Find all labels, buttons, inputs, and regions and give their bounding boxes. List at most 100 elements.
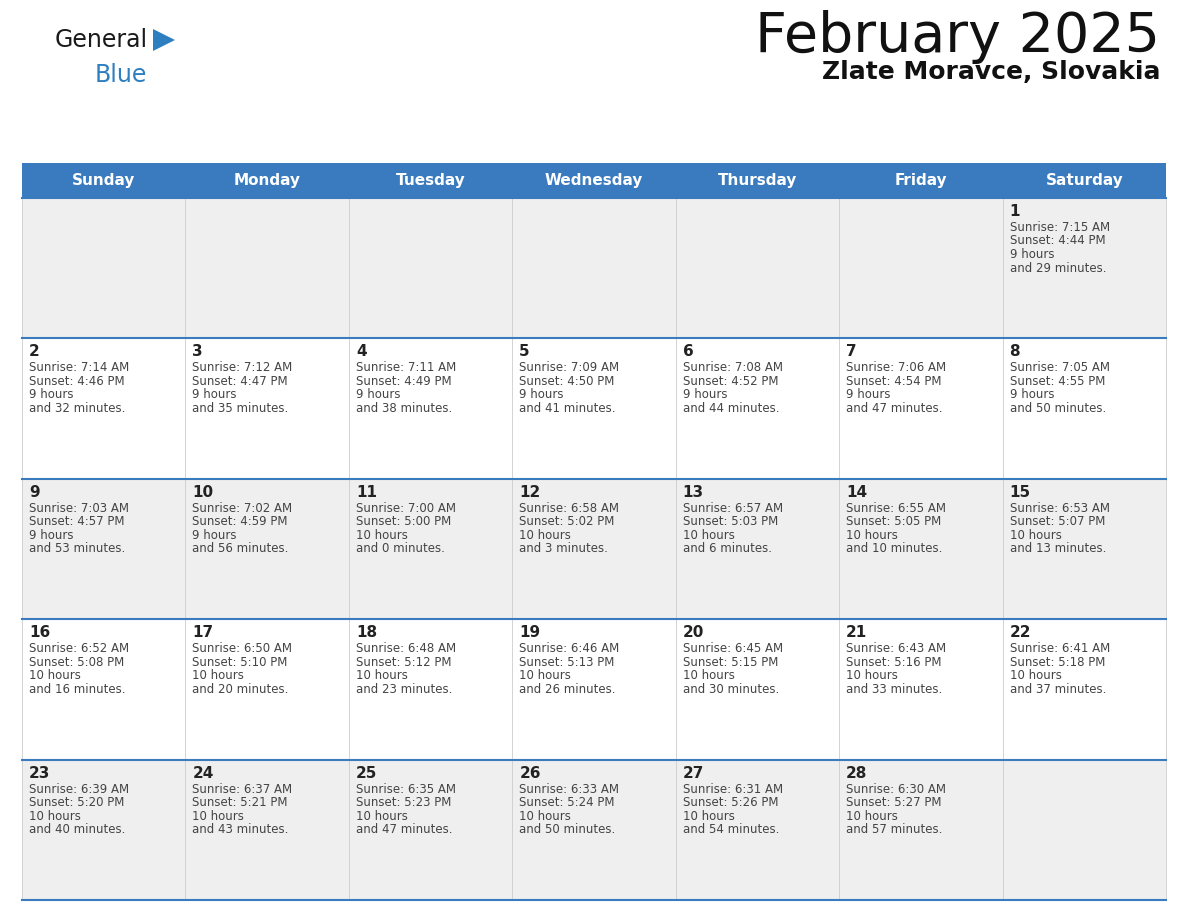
Text: and 38 minutes.: and 38 minutes. — [356, 402, 453, 415]
Text: and 33 minutes.: and 33 minutes. — [846, 683, 942, 696]
Text: Sunrise: 6:55 AM: Sunrise: 6:55 AM — [846, 502, 946, 515]
Text: and 44 minutes.: and 44 minutes. — [683, 402, 779, 415]
Text: 25: 25 — [356, 766, 378, 780]
Text: Sunset: 5:18 PM: Sunset: 5:18 PM — [1010, 655, 1105, 668]
Text: Sunset: 4:46 PM: Sunset: 4:46 PM — [29, 375, 125, 388]
Text: and 56 minutes.: and 56 minutes. — [192, 543, 289, 555]
Text: 9 hours: 9 hours — [192, 529, 236, 542]
Text: Zlate Moravce, Slovakia: Zlate Moravce, Slovakia — [821, 60, 1159, 84]
Text: 10 hours: 10 hours — [519, 529, 571, 542]
Text: Sunrise: 6:33 AM: Sunrise: 6:33 AM — [519, 783, 619, 796]
Text: 10 hours: 10 hours — [683, 529, 734, 542]
Text: and 50 minutes.: and 50 minutes. — [519, 823, 615, 836]
Text: 1: 1 — [1010, 204, 1020, 219]
Text: Sunrise: 7:08 AM: Sunrise: 7:08 AM — [683, 362, 783, 375]
Text: Sunset: 4:47 PM: Sunset: 4:47 PM — [192, 375, 287, 388]
Text: 10 hours: 10 hours — [29, 810, 81, 823]
Text: Sunrise: 6:39 AM: Sunrise: 6:39 AM — [29, 783, 129, 796]
Text: 10 hours: 10 hours — [356, 529, 407, 542]
Text: Saturday: Saturday — [1045, 173, 1123, 188]
Bar — [23, 479, 1165, 620]
Text: and 47 minutes.: and 47 minutes. — [846, 402, 942, 415]
Text: Sunrise: 6:52 AM: Sunrise: 6:52 AM — [29, 643, 129, 655]
Text: 10 hours: 10 hours — [192, 669, 245, 682]
Text: February 2025: February 2025 — [756, 10, 1159, 64]
Text: Blue: Blue — [95, 63, 147, 87]
Text: Sunset: 5:02 PM: Sunset: 5:02 PM — [519, 515, 614, 528]
Text: and 32 minutes.: and 32 minutes. — [29, 402, 126, 415]
Text: 28: 28 — [846, 766, 867, 780]
Text: and 41 minutes.: and 41 minutes. — [519, 402, 615, 415]
Text: Sunset: 4:50 PM: Sunset: 4:50 PM — [519, 375, 614, 388]
Text: 10 hours: 10 hours — [29, 669, 81, 682]
Text: Sunset: 5:13 PM: Sunset: 5:13 PM — [519, 655, 614, 668]
Text: Sunset: 4:57 PM: Sunset: 4:57 PM — [29, 515, 125, 528]
Bar — [23, 620, 1165, 759]
Text: and 16 minutes.: and 16 minutes. — [29, 683, 126, 696]
Text: 9 hours: 9 hours — [519, 388, 564, 401]
Text: and 13 minutes.: and 13 minutes. — [1010, 543, 1106, 555]
Text: 15: 15 — [1010, 485, 1031, 499]
Text: Sunrise: 7:00 AM: Sunrise: 7:00 AM — [356, 502, 456, 515]
Text: Sunrise: 7:06 AM: Sunrise: 7:06 AM — [846, 362, 947, 375]
Text: Sunrise: 7:15 AM: Sunrise: 7:15 AM — [1010, 221, 1110, 234]
Text: Sunrise: 7:12 AM: Sunrise: 7:12 AM — [192, 362, 292, 375]
Text: 10 hours: 10 hours — [356, 669, 407, 682]
Text: 4: 4 — [356, 344, 366, 360]
Text: 12: 12 — [519, 485, 541, 499]
Text: Sunrise: 6:43 AM: Sunrise: 6:43 AM — [846, 643, 947, 655]
Text: Sunset: 4:49 PM: Sunset: 4:49 PM — [356, 375, 451, 388]
Text: Sunrise: 7:05 AM: Sunrise: 7:05 AM — [1010, 362, 1110, 375]
Text: 9 hours: 9 hours — [29, 388, 74, 401]
Text: 6: 6 — [683, 344, 694, 360]
Text: Sunset: 5:24 PM: Sunset: 5:24 PM — [519, 796, 614, 809]
Text: Friday: Friday — [895, 173, 947, 188]
Text: 9 hours: 9 hours — [29, 529, 74, 542]
Text: Sunrise: 6:57 AM: Sunrise: 6:57 AM — [683, 502, 783, 515]
Text: Sunset: 5:27 PM: Sunset: 5:27 PM — [846, 796, 942, 809]
Text: Sunset: 5:07 PM: Sunset: 5:07 PM — [1010, 515, 1105, 528]
Text: Sunrise: 6:50 AM: Sunrise: 6:50 AM — [192, 643, 292, 655]
Text: 14: 14 — [846, 485, 867, 499]
Text: Sunset: 4:52 PM: Sunset: 4:52 PM — [683, 375, 778, 388]
Text: and 26 minutes.: and 26 minutes. — [519, 683, 615, 696]
Text: 24: 24 — [192, 766, 214, 780]
Text: 10 hours: 10 hours — [683, 669, 734, 682]
Text: 17: 17 — [192, 625, 214, 640]
Text: 10 hours: 10 hours — [192, 810, 245, 823]
Text: 13: 13 — [683, 485, 703, 499]
Text: Thursday: Thursday — [718, 173, 797, 188]
Text: and 6 minutes.: and 6 minutes. — [683, 543, 772, 555]
Text: 9 hours: 9 hours — [846, 388, 891, 401]
Bar — [23, 198, 1165, 339]
Text: 8: 8 — [1010, 344, 1020, 360]
Text: Sunset: 4:54 PM: Sunset: 4:54 PM — [846, 375, 942, 388]
Text: Sunrise: 6:48 AM: Sunrise: 6:48 AM — [356, 643, 456, 655]
Text: Sunset: 5:15 PM: Sunset: 5:15 PM — [683, 655, 778, 668]
Text: and 23 minutes.: and 23 minutes. — [356, 683, 453, 696]
Text: Sunset: 5:05 PM: Sunset: 5:05 PM — [846, 515, 941, 528]
Text: and 0 minutes.: and 0 minutes. — [356, 543, 444, 555]
Text: Sunset: 5:23 PM: Sunset: 5:23 PM — [356, 796, 451, 809]
Text: 21: 21 — [846, 625, 867, 640]
Text: Sunrise: 6:30 AM: Sunrise: 6:30 AM — [846, 783, 946, 796]
Text: 3: 3 — [192, 344, 203, 360]
Text: 9: 9 — [29, 485, 39, 499]
Text: 7: 7 — [846, 344, 857, 360]
Text: 19: 19 — [519, 625, 541, 640]
Polygon shape — [153, 29, 175, 51]
Text: Sunset: 5:20 PM: Sunset: 5:20 PM — [29, 796, 125, 809]
Text: 20: 20 — [683, 625, 704, 640]
Text: 10 hours: 10 hours — [683, 810, 734, 823]
Bar — [23, 339, 1165, 479]
Text: Sunrise: 6:41 AM: Sunrise: 6:41 AM — [1010, 643, 1110, 655]
Text: Sunrise: 6:53 AM: Sunrise: 6:53 AM — [1010, 502, 1110, 515]
Text: Wednesday: Wednesday — [545, 173, 643, 188]
Text: and 47 minutes.: and 47 minutes. — [356, 823, 453, 836]
Text: 23: 23 — [29, 766, 50, 780]
Text: 22: 22 — [1010, 625, 1031, 640]
Text: 11: 11 — [356, 485, 377, 499]
Text: Sunset: 5:12 PM: Sunset: 5:12 PM — [356, 655, 451, 668]
Text: Sunset: 5:08 PM: Sunset: 5:08 PM — [29, 655, 125, 668]
Text: 10 hours: 10 hours — [846, 529, 898, 542]
